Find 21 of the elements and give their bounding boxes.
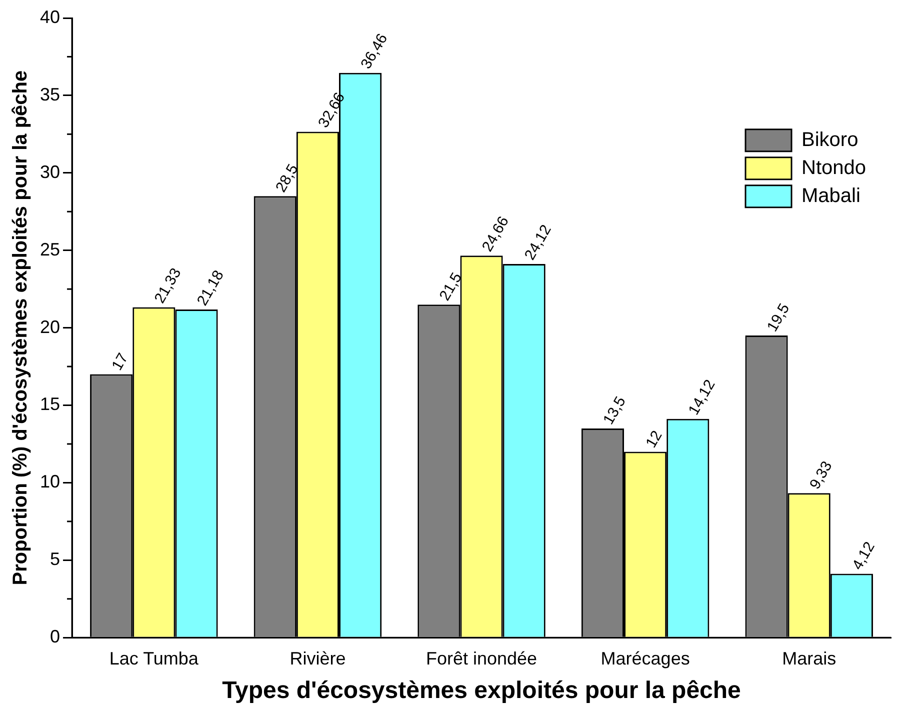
x-tick-label: Marais bbox=[782, 648, 836, 668]
y-tick-label: 30 bbox=[40, 162, 60, 182]
legend-label: Ntondo bbox=[802, 156, 866, 179]
y-axis-title: Proportion (%) d'écosystèmes exploités pour la pêche bbox=[10, 70, 32, 586]
x-tick-label: Rivière bbox=[290, 648, 346, 668]
y-tick-label: 0 bbox=[50, 626, 60, 647]
y-tick-label: 25 bbox=[40, 239, 60, 260]
legend-label: Bikoro bbox=[802, 128, 858, 151]
data-label: 17 bbox=[108, 350, 132, 374]
x-axis-title: Types d'écosystèmes exploités pour la pêche bbox=[222, 677, 741, 704]
x-tick-label: Marécages bbox=[600, 648, 690, 668]
y-tick-label: 35 bbox=[40, 84, 60, 104]
x-tick-label: Forêt inondée bbox=[426, 648, 538, 668]
y-tick-label: 10 bbox=[40, 472, 60, 492]
y-tick-label: 5 bbox=[50, 549, 60, 570]
y-tick-label: 20 bbox=[40, 316, 60, 337]
y-tick-label: 40 bbox=[40, 6, 60, 27]
y-tick-label: 15 bbox=[40, 394, 60, 414]
x-tick-label: Lac Tumba bbox=[109, 648, 200, 668]
data-label: 12 bbox=[642, 428, 666, 451]
legend-label: Mabali bbox=[802, 184, 860, 207]
